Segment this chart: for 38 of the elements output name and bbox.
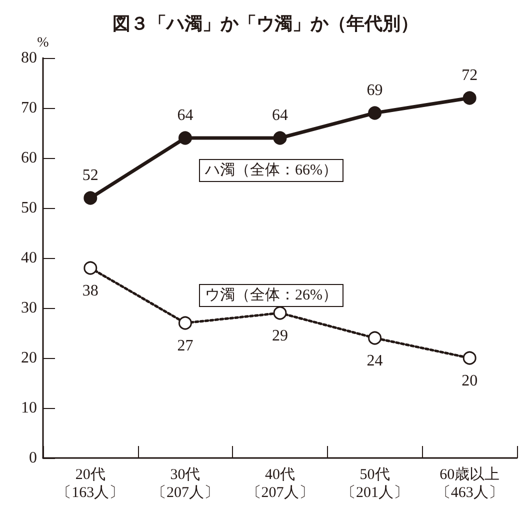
y-tick-label: 0 xyxy=(29,450,37,466)
y-tick-label: 40 xyxy=(21,250,37,266)
x-tick-label: 20代〔163人〕 xyxy=(56,467,124,501)
data-label: 27 xyxy=(177,337,194,354)
data-label: 64 xyxy=(272,106,288,124)
series-label: ウ濁（全体：26%） xyxy=(205,286,338,304)
x-tick-label: 30代〔207人〕 xyxy=(151,467,219,501)
point xyxy=(84,261,98,275)
point xyxy=(462,351,476,365)
y-tick-label: 70 xyxy=(21,100,37,116)
point xyxy=(178,131,192,145)
chart-title: 図３「ハ濁」か「ウ濁」か（年代別） xyxy=(112,14,418,34)
data-label: 72 xyxy=(462,66,478,84)
x-tick-label: 40代〔207人〕 xyxy=(246,467,314,501)
y-tick-label: 60 xyxy=(21,150,37,166)
y-tick-label: 50 xyxy=(21,200,37,216)
data-label: 52 xyxy=(82,166,98,184)
series-label: ハ濁（全体：66%） xyxy=(204,162,338,178)
data-label: 29 xyxy=(272,327,288,344)
y-tick-label: 80 xyxy=(21,50,37,66)
data-label: 38 xyxy=(82,282,98,300)
point xyxy=(462,91,476,105)
y-tick-label: 30 xyxy=(21,300,37,316)
data-label: 69 xyxy=(366,82,383,99)
y-tick-label: 10 xyxy=(21,400,37,416)
point xyxy=(178,316,192,330)
point xyxy=(273,131,287,145)
point xyxy=(84,191,98,205)
y-axis-title: % xyxy=(37,36,50,50)
x-tick-label: 50代〔201人〕 xyxy=(341,467,409,501)
data-label: 64 xyxy=(177,106,194,124)
point xyxy=(368,331,382,345)
data-label: 20 xyxy=(462,372,478,390)
point xyxy=(368,106,382,120)
y-tick-label: 20 xyxy=(21,350,37,366)
x-tick-label: 60歳以上〔463人〕 xyxy=(436,466,504,501)
data-label: 24 xyxy=(366,352,383,370)
point xyxy=(273,306,287,320)
